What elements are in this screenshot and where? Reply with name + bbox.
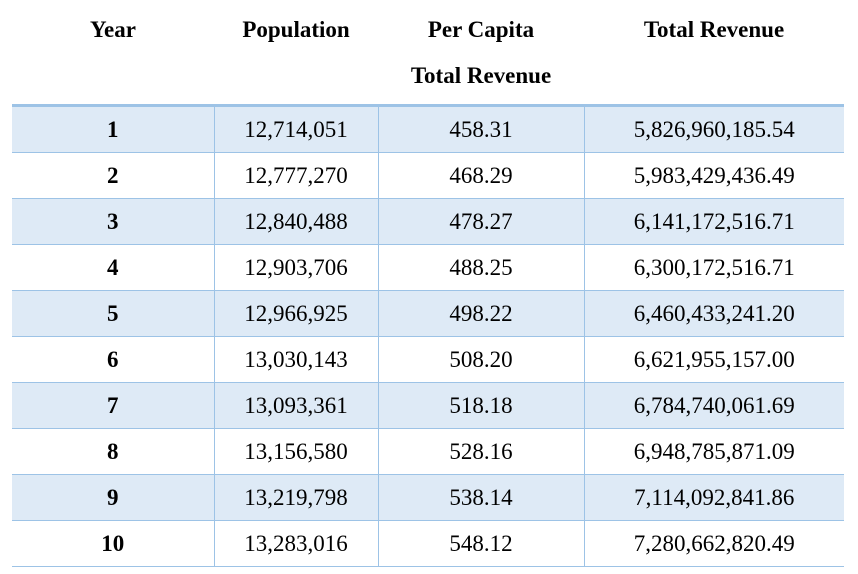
cell-total-revenue: 6,948,785,871.09 <box>583 428 844 475</box>
cell-total-revenue: 5,983,429,436.49 <box>583 152 844 199</box>
cell-per-capita: 488.25 <box>377 244 584 291</box>
header-per-capita-line1: Per Capita <box>427 17 535 42</box>
cell-population: 13,093,361 <box>213 382 378 429</box>
cell-total-revenue: 7,280,662,820.49 <box>583 520 844 567</box>
header-row: Year Population Per Capita Total Revenue… <box>12 0 844 106</box>
cell-year: 3 <box>12 198 214 245</box>
cell-population: 12,840,488 <box>213 198 378 245</box>
table-row: 3 12,840,488 478.27 6,141,172,516.71 <box>12 198 844 245</box>
table-row: 8 13,156,580 528.16 6,948,785,871.09 <box>12 428 844 475</box>
cell-per-capita: 498.22 <box>377 290 584 337</box>
cell-population: 13,219,798 <box>213 474 378 521</box>
cell-year: 5 <box>12 290 214 337</box>
cell-total-revenue: 7,114,092,841.86 <box>583 474 844 521</box>
cell-population: 12,966,925 <box>213 290 378 337</box>
cell-population: 13,283,016 <box>213 520 378 567</box>
cell-total-revenue: 6,784,740,061.69 <box>583 382 844 429</box>
table-header: Year Population Per Capita Total Revenue… <box>12 0 844 106</box>
cell-population: 12,714,051 <box>213 105 378 153</box>
cell-per-capita: 548.12 <box>377 520 584 567</box>
cell-year: 10 <box>12 520 214 567</box>
table-row: 5 12,966,925 498.22 6,460,433,241.20 <box>12 290 844 337</box>
cell-per-capita: 508.20 <box>377 336 584 383</box>
cell-per-capita: 478.27 <box>377 198 584 245</box>
table-row: 2 12,777,270 468.29 5,983,429,436.49 <box>12 152 844 199</box>
cell-population: 12,903,706 <box>213 244 378 291</box>
cell-per-capita: 468.29 <box>377 152 584 199</box>
cell-year: 9 <box>12 474 214 521</box>
cell-per-capita: 458.31 <box>377 105 584 153</box>
header-year-label: Year <box>90 17 136 42</box>
cell-year: 4 <box>12 244 214 291</box>
header-per-capita-line2: Total Revenue <box>410 63 552 88</box>
header-population: Population <box>214 0 378 106</box>
cell-year: 1 <box>12 105 214 153</box>
cell-population: 13,156,580 <box>213 428 378 475</box>
cell-total-revenue: 6,621,955,157.00 <box>583 336 844 383</box>
cell-total-revenue: 6,300,172,516.71 <box>583 244 844 291</box>
cell-total-revenue: 6,460,433,241.20 <box>583 290 844 337</box>
table-body: 1 12,714,051 458.31 5,826,960,185.54 2 1… <box>12 105 844 567</box>
cell-population: 13,030,143 <box>213 336 378 383</box>
table-row: 1 12,714,051 458.31 5,826,960,185.54 <box>12 105 844 153</box>
header-population-label: Population <box>242 17 350 42</box>
header-per-capita: Per Capita Total Revenue <box>378 0 584 106</box>
cell-per-capita: 518.18 <box>377 382 584 429</box>
cell-year: 6 <box>12 336 214 383</box>
revenue-table-container: Year Population Per Capita Total Revenue… <box>12 0 844 567</box>
table-row: 10 13,283,016 548.12 7,280,662,820.49 <box>12 520 844 567</box>
header-total-revenue: Total Revenue <box>584 0 844 106</box>
cell-per-capita: 538.14 <box>377 474 584 521</box>
cell-per-capita: 528.16 <box>377 428 584 475</box>
table-row: 6 13,030,143 508.20 6,621,955,157.00 <box>12 336 844 383</box>
cell-total-revenue: 5,826,960,185.54 <box>583 105 844 153</box>
table-row: 4 12,903,706 488.25 6,300,172,516.71 <box>12 244 844 291</box>
header-total-revenue-label: Total Revenue <box>643 17 785 42</box>
table-row: 7 13,093,361 518.18 6,784,740,061.69 <box>12 382 844 429</box>
cell-year: 8 <box>12 428 214 475</box>
table-row: 9 13,219,798 538.14 7,114,092,841.86 <box>12 474 844 521</box>
cell-population: 12,777,270 <box>213 152 378 199</box>
cell-total-revenue: 6,141,172,516.71 <box>583 198 844 245</box>
header-year: Year <box>12 0 214 106</box>
cell-year: 7 <box>12 382 214 429</box>
cell-year: 2 <box>12 152 214 199</box>
revenue-table: Year Population Per Capita Total Revenue… <box>12 0 844 567</box>
